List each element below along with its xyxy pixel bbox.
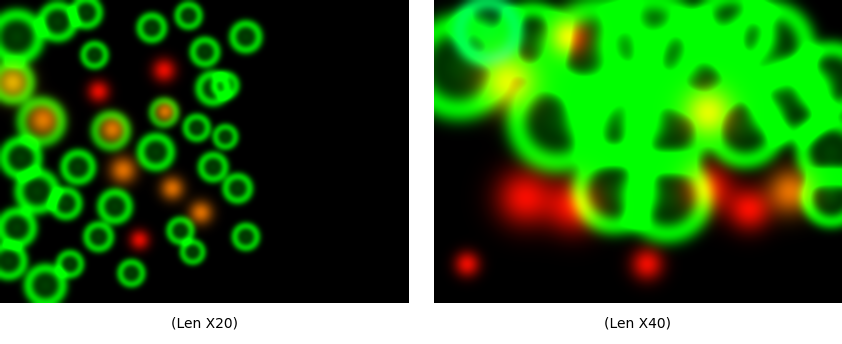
Text: (Len X40): (Len X40) [605,316,671,330]
Text: (Len X20): (Len X20) [171,316,237,330]
